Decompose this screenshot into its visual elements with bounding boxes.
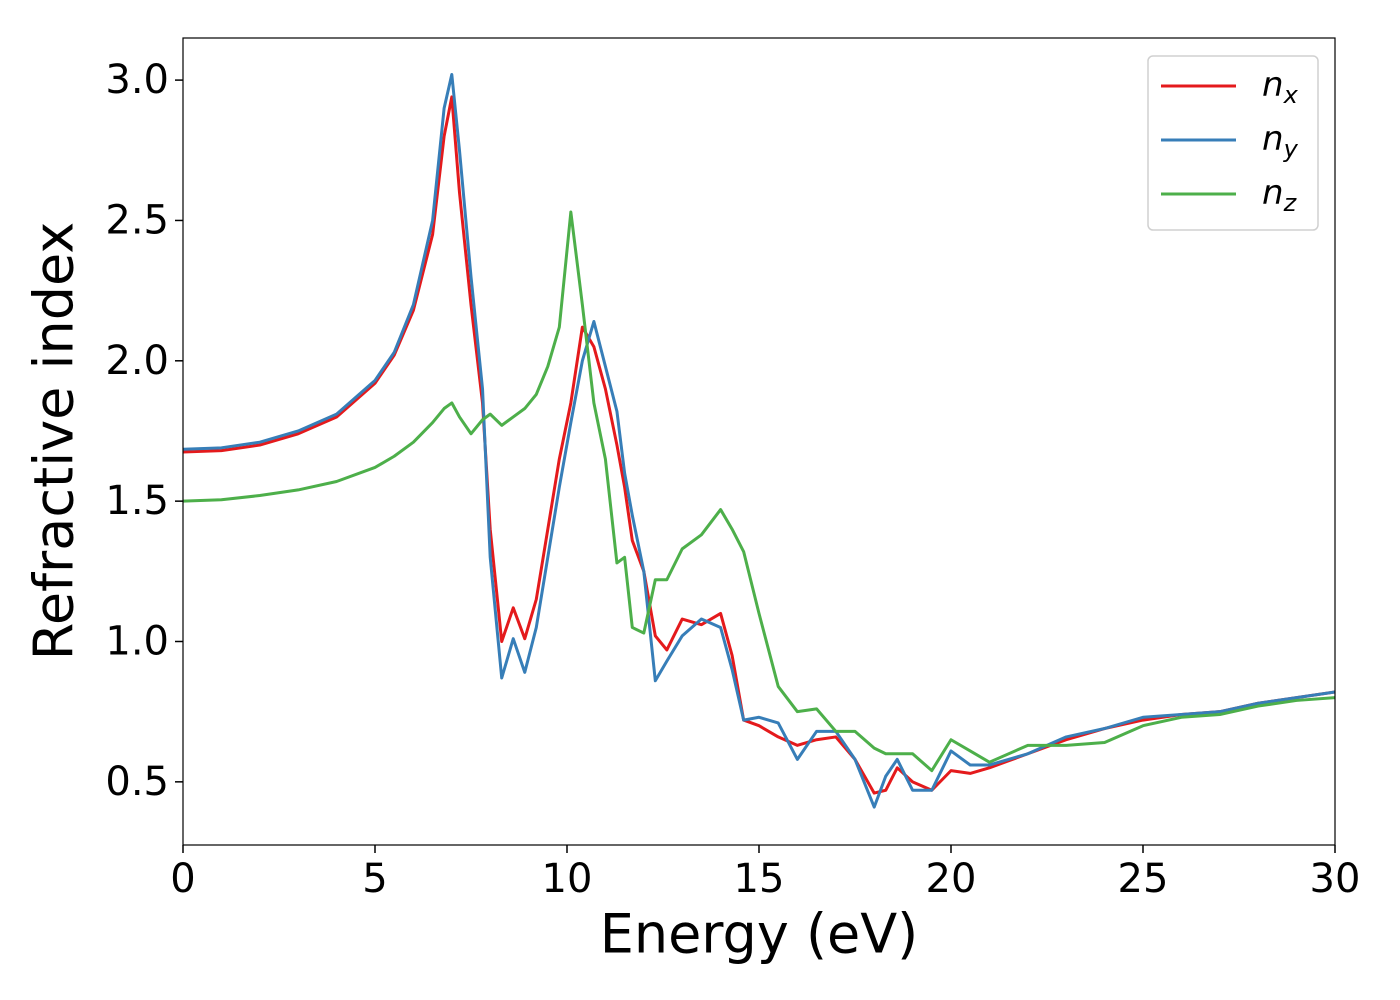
legend-box bbox=[1147, 55, 1319, 231]
x-axis-label: Energy (eV) bbox=[600, 903, 919, 966]
y-tick-label: 2.0 bbox=[105, 338, 169, 384]
x-tick-label: 5 bbox=[362, 856, 387, 902]
y-tick-label: 0.5 bbox=[105, 759, 169, 805]
data-line bbox=[183, 95, 1335, 795]
y-axis-label: Refractive index bbox=[23, 222, 86, 661]
x-tick-label: 20 bbox=[926, 856, 977, 902]
x-tick-label: 30 bbox=[1310, 856, 1361, 902]
data-line bbox=[183, 72, 1335, 809]
y-tick-label: 2.5 bbox=[105, 197, 169, 243]
x-tick-label: 25 bbox=[1118, 856, 1169, 902]
x-tick-label: 15 bbox=[734, 856, 785, 902]
legend-label: nz bbox=[1262, 173, 1298, 218]
y-tick-label: 3.0 bbox=[105, 57, 169, 103]
x-tick-label: 10 bbox=[542, 856, 593, 902]
legend-label: nx bbox=[1262, 65, 1299, 110]
legend-label: ny bbox=[1262, 119, 1299, 164]
x-tick-label: 0 bbox=[170, 856, 195, 902]
plot-frame bbox=[182, 37, 1336, 846]
y-tick-label: 1.0 bbox=[105, 618, 169, 664]
data-line bbox=[183, 210, 1335, 773]
y-tick-label: 1.5 bbox=[105, 478, 169, 524]
